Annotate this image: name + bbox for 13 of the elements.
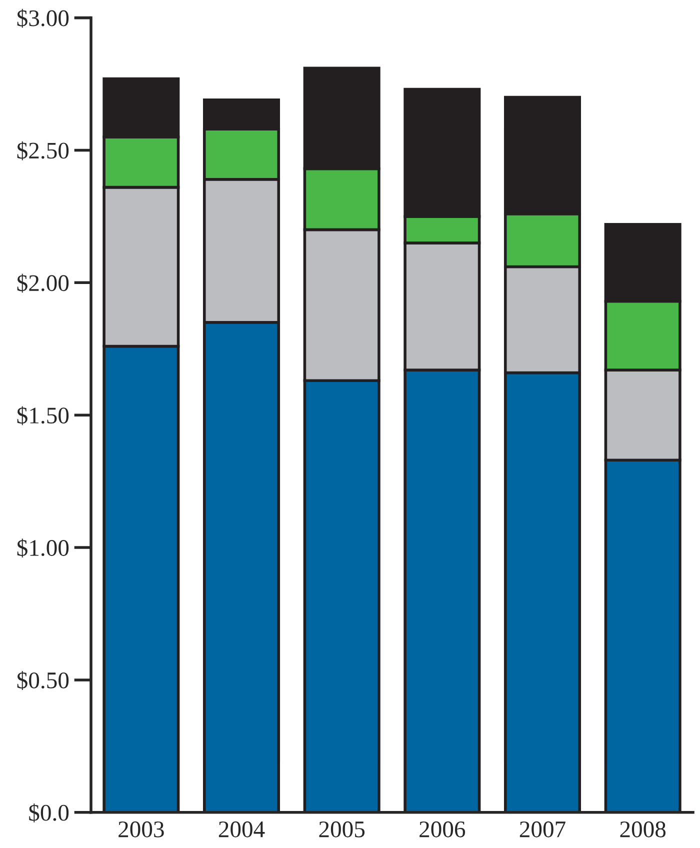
x-tick-label: 2008 [620, 821, 666, 838]
y-tick-label: $0.0 [29, 803, 69, 822]
x-tick-label: 2005 [319, 821, 365, 838]
y-tick-label: $1.50 [17, 406, 69, 426]
y-tick-label: $2.00 [17, 274, 69, 293]
x-tick-label: 2004 [218, 821, 265, 838]
x-tick-label: 2006 [420, 821, 466, 838]
y-tick-label: $3.00 [17, 8, 69, 28]
y-tick-label: $1.00 [17, 538, 69, 558]
y-tick-label: $0.50 [17, 671, 69, 690]
y-tick-label: $2.50 [17, 141, 69, 160]
x-tick-label: 2007 [520, 821, 566, 838]
x-tick-label: 2003 [118, 821, 164, 838]
